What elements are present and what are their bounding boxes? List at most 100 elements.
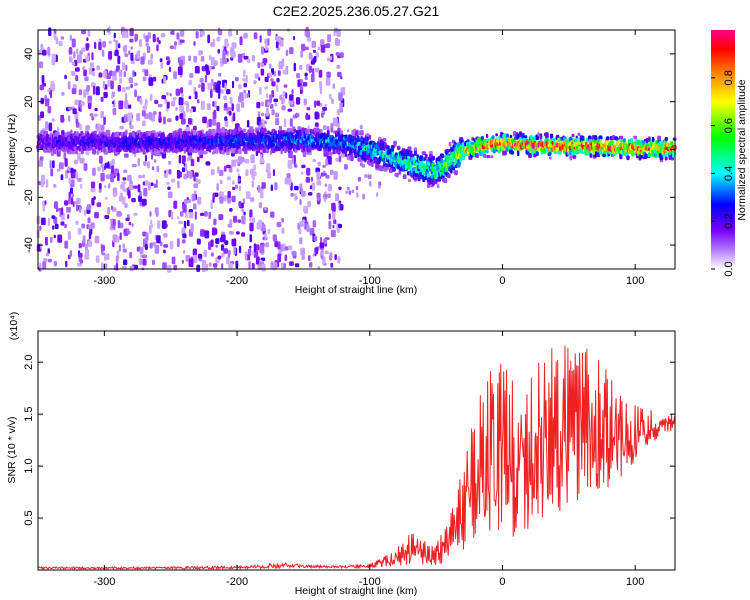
heatmap-noise-cell <box>324 250 329 255</box>
heatmap-noise-cell <box>56 208 59 213</box>
heatmap-noise-cell <box>127 112 132 122</box>
heatmap-ridge-cell <box>104 151 109 155</box>
heatmap-noise-cell <box>335 193 339 202</box>
heatmap-noise-cell <box>75 171 79 180</box>
heatmap-ridge-cell <box>208 147 212 153</box>
heatmap-ridge-cell <box>475 148 478 152</box>
heatmap-ridge-cell <box>491 135 495 140</box>
heatmap-noise-cell <box>176 32 180 40</box>
heatmap-noise-cell <box>117 172 120 182</box>
heatmap-noise-cell <box>53 234 57 239</box>
heatmap-noise-cell <box>87 30 91 37</box>
heatmap-noise-cell <box>137 157 140 167</box>
heatmap-noise-cell <box>336 64 341 69</box>
heatmap-noise-cell <box>129 125 134 130</box>
heatmap-noise-cell <box>325 77 331 86</box>
heatmap-noise-cell <box>270 78 274 82</box>
heatmap-noise-cell <box>291 156 294 165</box>
heatmap-noise-cell <box>339 102 343 111</box>
heatmap-noise-cell <box>220 234 226 242</box>
heatmap-noise-cell <box>246 120 250 128</box>
heatmap-noise-cell <box>219 179 223 185</box>
heatmap-noise-cell <box>163 244 169 248</box>
heatmap-noise-cell <box>128 50 131 55</box>
heatmap-noise-cell <box>168 160 172 165</box>
heatmap-noise-cell <box>90 181 96 189</box>
figure-title: C2E2.2025.236.05.27.G21 <box>273 3 440 19</box>
heatmap-noise-cell <box>100 96 104 102</box>
heatmap-ridge-cell <box>630 138 634 143</box>
heatmap-noise-cell <box>301 43 306 52</box>
heatmap-noise-cell <box>293 35 296 41</box>
heatmap-noise-cell <box>347 129 350 133</box>
heatmap-noise-cell <box>299 199 302 206</box>
heatmap-noise-cell <box>149 94 153 101</box>
heatmap-noise-cell <box>85 55 89 62</box>
heatmap-noise-cell <box>378 181 382 186</box>
heatmap-noise-cell <box>84 209 87 216</box>
heatmap-noise-cell <box>200 229 205 237</box>
heatmap-noise-cell <box>71 38 76 48</box>
heatmap-ridge-cell <box>365 133 370 137</box>
heatmap-noise-cell <box>294 185 299 191</box>
heatmap-ridge-cell <box>451 157 454 162</box>
heatmap-noise-cell <box>316 192 321 199</box>
heatmap-noise-cell <box>191 193 196 202</box>
heatmap-noise-cell <box>87 217 91 224</box>
heatmap-ridge-cells <box>36 125 677 189</box>
heatmap-noise-cell <box>153 183 156 189</box>
heatmap-noise-cell <box>118 196 124 202</box>
heatmap-noise-cell <box>344 164 348 170</box>
heatmap-ridge-cell <box>495 133 498 137</box>
heatmap-noise-cell <box>152 34 156 43</box>
heatmap-noise-cell <box>362 193 366 200</box>
heatmap-noise-cell <box>264 76 269 83</box>
heatmap-noise-cell <box>112 219 116 226</box>
heatmap-noise-cell <box>127 174 132 182</box>
heatmap-noise-cell <box>258 121 262 125</box>
heatmap-noise-cell <box>117 220 121 229</box>
heatmap-noise-cell <box>212 192 216 200</box>
heatmap-noise-cell <box>144 180 149 186</box>
heatmap-noise-cell <box>259 87 262 95</box>
heatmap-noise-cell <box>122 243 125 249</box>
heatmap-noise-cell <box>56 168 61 172</box>
heatmap-ridge-cell <box>82 132 85 137</box>
heatmap-noise-cell <box>67 166 71 171</box>
heatmap-ridge-cell <box>480 136 484 141</box>
heatmap-noise-cell <box>42 49 47 56</box>
heatmap-noise-cell <box>67 81 71 90</box>
heatmap-ridge-cell <box>215 147 219 153</box>
heatmap-ridge-cell <box>93 130 97 135</box>
heatmap-noise-cell <box>81 47 86 52</box>
heatmap-noise-cell <box>69 46 73 54</box>
heatmap-noise-cell <box>169 92 172 97</box>
heatmap-noise-cell <box>107 183 111 189</box>
heatmap-noise-cell <box>177 180 180 189</box>
heatmap-noise-cell <box>169 45 175 50</box>
heatmap-noise-cell <box>54 223 59 230</box>
heatmap-noise-cell <box>86 85 90 92</box>
heatmap-noise-cell <box>221 263 224 270</box>
heatmap-noise-cell <box>260 61 264 68</box>
heatmap-noise-cell <box>40 111 44 118</box>
heatmap-noise-cell <box>361 163 366 168</box>
heatmap-noise-cell <box>231 195 236 203</box>
heatmap-noise-cell <box>193 175 196 182</box>
heatmap-noise-cell <box>333 171 338 180</box>
heatmap-noise-cell <box>125 64 128 72</box>
heatmap-noise-cell <box>121 181 126 186</box>
heatmap-ridge-cell <box>544 132 549 139</box>
heatmap-ridge-cell <box>486 133 489 138</box>
heatmap-noise-cell <box>204 211 208 217</box>
heatmap-noise-cell <box>73 159 79 165</box>
heatmap-noise-cell <box>38 160 44 167</box>
heatmap-noise-cell <box>299 237 303 245</box>
heatmap-noise-cell <box>41 75 45 84</box>
heatmap-ridge-cell <box>327 130 330 136</box>
heatmap-noise-cell <box>276 84 279 92</box>
heatmap-noise-cell <box>93 196 96 200</box>
heatmap-ridge-cell <box>537 132 540 137</box>
heatmap-noise-cell <box>40 97 44 105</box>
heatmap-ridge-cell <box>43 135 47 141</box>
